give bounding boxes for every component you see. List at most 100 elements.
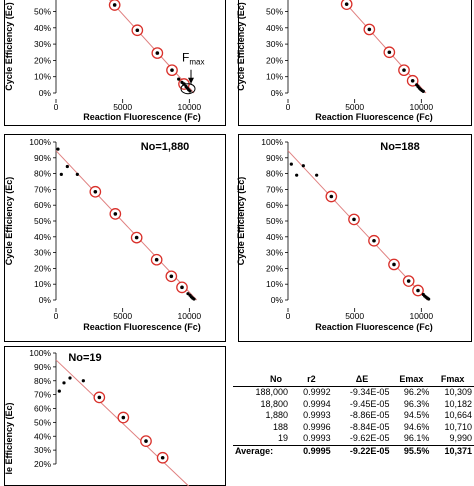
cell: 96.2% [403,387,430,397]
circled-point [387,50,392,55]
cell: 95.5% [391,444,432,457]
y-tick-label: 90% [34,153,51,163]
y-tick-label: 30% [34,445,51,455]
x-tick-label: 5000 [345,102,364,112]
y-tick-label: 100% [29,137,51,147]
chart-panel-4 [238,134,472,342]
y-tick-label: 50% [34,216,51,226]
stats-row: 188,000 0.9992 -9.34E-05 96.2% 10,309 [233,387,474,399]
y-axis-title: Cycle Efficiency (Ec) [4,2,14,91]
average-label: Average: [233,444,291,457]
cell: 0.9992 [303,387,331,397]
y-axis-title: Cycle Efficiency (Ec) [236,177,246,266]
panel-title: No=188 [380,141,419,153]
x-tick-label: 0 [54,311,59,321]
y-tick-label: 60% [34,404,51,414]
chart-panel-1 [4,0,226,126]
y-tick-label: 70% [266,184,283,194]
y-tick-label: 90% [266,153,283,163]
stats-row: 19 0.9993 -9.62E-05 96.1% 9,990 [233,433,474,445]
y-tick-label: 40% [266,232,283,242]
y-tick-label: 60% [34,200,51,210]
circled-point [112,3,117,7]
data-point [62,381,66,385]
circled-point [97,395,102,400]
cell: 18,800 [260,398,289,409]
stats-row: 18,800 0.9994 -9.45E-05 96.3% 10,182 [233,399,474,411]
data-point [301,164,305,168]
y-tick-label: 50% [266,216,283,226]
cell: -9.34E-05 [349,387,390,397]
circled-point [352,217,356,222]
cell: 10,710 [444,421,472,432]
cell: 10,309 [444,387,472,397]
circled-point [121,415,126,420]
y-tick-label: 100% [261,137,283,147]
cell: 9,990 [449,433,472,443]
y-tick-label: 80% [34,169,51,179]
cell: -9.22E-05 [332,444,392,457]
y-tick-label: 20% [266,263,283,273]
circled-point [329,194,334,199]
cell: -9.62E-05 [349,433,390,443]
data-point [177,77,181,81]
fmax-label-subscript: max [189,58,204,67]
cell: 188,000 [255,387,289,397]
cell: 188 [272,421,289,432]
cell: 94.6% [403,421,430,432]
y-tick-label: 0% [271,88,284,98]
y-tick-label: 60% [266,200,283,210]
y-tick-label: 40% [34,232,51,242]
y-tick-label: 20% [34,263,51,273]
y-tick-label: 80% [34,376,51,386]
circled-point [93,189,98,194]
cell: 10,182 [444,398,472,409]
x-axis-title: Reaction Fluorescence (Fc) [315,322,433,332]
header-no: No [233,372,291,387]
chart-panel-2 [238,0,472,126]
circled-point [392,262,396,267]
circled-point [144,439,148,443]
y-tick-label: 0% [39,295,52,305]
cell: 96.1% [403,433,430,443]
header-delta-e: ΔE [332,372,392,387]
chart-5: 20% 30% 40% 50% 60% 70% 80% 90% 100% le Efficienc… [4,348,190,486]
y-tick-label: 30% [34,39,51,49]
circled-point [169,274,174,279]
circled-point [344,2,349,6]
cell: 0.9994 [303,398,331,409]
y-tick-label: 70% [34,390,51,400]
circled-point [410,78,415,83]
y-tick-label: 30% [266,39,283,49]
y-tick-label: 10% [34,72,51,82]
x-tick-label: 0 [286,102,291,112]
data-point [421,89,425,93]
cell: 96.3% [403,398,430,409]
circled-point [367,27,372,32]
y-tick-label: 100% [29,348,51,358]
circled-point [160,455,165,460]
fmax-arrow-head [188,77,194,84]
data-point [188,89,192,93]
data-point [75,172,79,176]
y-tick-label: 40% [34,23,51,33]
x-tick-label: 5000 [113,311,132,321]
y-tick-label: 20% [34,459,51,469]
cell: 0.9995 [290,444,333,457]
header-fmax: Fmax [431,372,474,387]
fit-line [287,150,428,301]
circled-point [155,51,160,55]
x-tick-label: 0 [54,102,59,112]
x-tick-label: 10000 [410,102,434,112]
y-tick-label: 50% [266,7,283,17]
circled-point [402,68,406,72]
circled-point [180,285,184,290]
cell: 10,664 [444,410,472,420]
y-tick-label: 10% [266,279,283,289]
chart-2: 0% 10% 20% 30% 40% 50% 0 5000 10000 Cycle Efficie… [236,0,434,122]
stats-table: No r2 ΔE Emax Fmax 188,000 0.9992 -9.34E… [233,372,474,457]
data-point [57,389,61,393]
header-r2: r2 [290,372,333,387]
y-tick-label: 30% [34,248,51,258]
